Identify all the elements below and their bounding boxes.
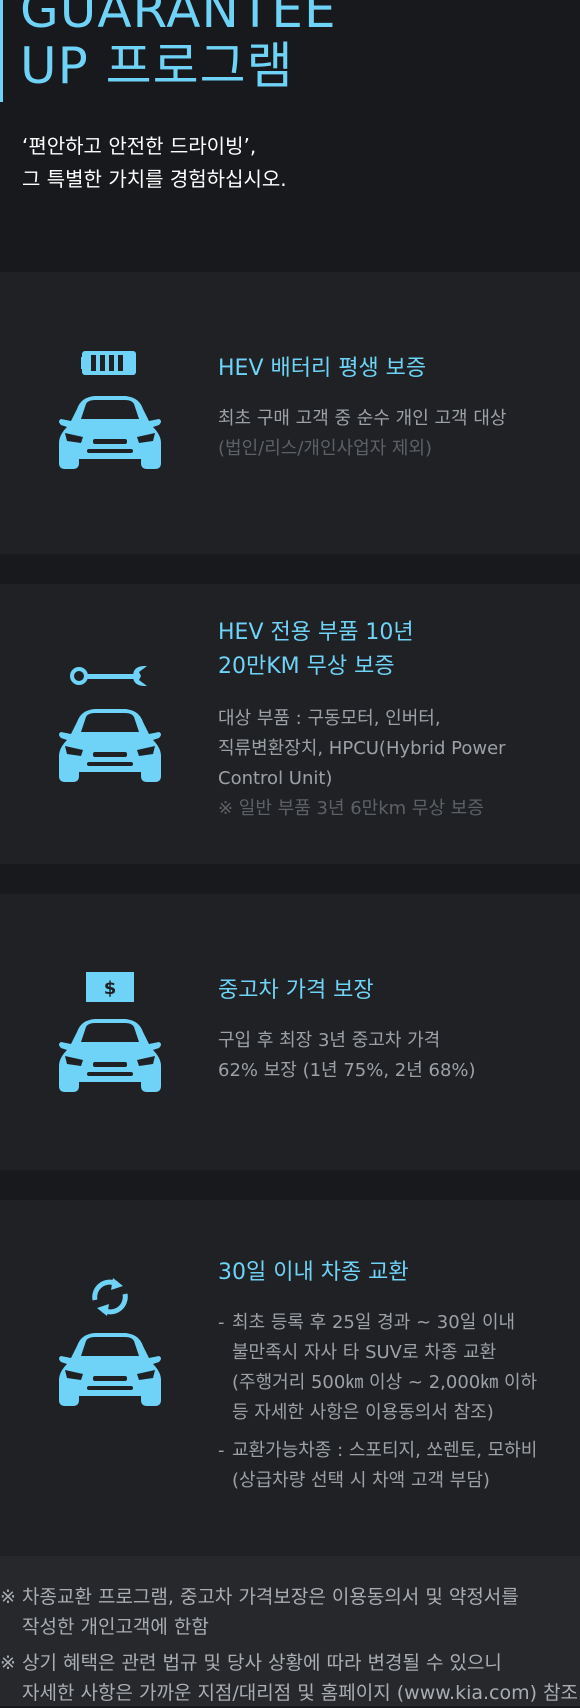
section-2-title-line: HEV 전용 부품 10년 [218,620,414,645]
wrench-icon [70,666,147,686]
section-4-title: 30일 이내 차종 교환 [218,1256,409,1290]
footer-notes: ※ 차종교환 프로그램, 중고차 가격보장은 이용동의서 및 약정서를 작성한 … [0,1556,580,1706]
list-item-line: 최초 등록 후 25일 경과 ~ 30일 이내 [232,1312,516,1333]
dollar-tag-icon: $ [86,972,134,1002]
hero-subtitle-line1: ‘편안하고 안전한 드라이빙’, [22,134,257,158]
car-icon [59,1019,161,1092]
hero-subtitle-line2: 그 특별한 가치를 경험하십시오. [22,167,287,191]
section-1-desc: 최초 구매 고객 중 순수 개인 고객 대상 (법인/리스/개인사업자 제외) [218,404,506,464]
divider [0,864,580,894]
hero-title-line2: UP 프로그램 [20,37,294,95]
divider [0,554,580,584]
section-2-note: ※ 일반 부품 3년 6만km 무상 보증 [218,798,484,819]
hero-section: GUARANTEE UP 프로그램 ‘편안하고 안전한 드라이빙’, 그 특별한… [0,0,580,272]
section-3-desc-line: 구입 후 최장 3년 중고차 가격 [218,1030,441,1051]
section-hev-parts-warranty: HEV 전용 부품 10년 20만KM 무상 보증 대상 부품 : 구동모터, … [0,584,580,864]
battery-icon [81,351,136,375]
footer-note-line: 상기 혜택은 관련 법규 및 당사 상황에 따라 변경될 수 있으니 [22,1652,502,1674]
car-icon [59,396,161,469]
footer-note-2: ※ 상기 혜택은 관련 법규 및 당사 상황에 따라 변경될 수 있으니 자세한… [0,1648,578,1708]
section-1-desc-line: 최초 구매 고객 중 순수 개인 고객 대상 [218,408,507,429]
footer-note-line: 차종교환 프로그램, 중고차 가격보장은 이용동의서 및 약정서를 [22,1586,519,1608]
section-used-car-price: $ 중고차 가격 보장 구입 후 최장 3년 중고차 가격 62% 보장 (1년… [0,894,580,1170]
footer-note-line: 작성한 개인고객에 한함 [22,1616,209,1638]
section-2-title: HEV 전용 부품 10년 20만KM 무상 보증 [218,616,414,684]
section-2-title-line: 20만KM 무상 보증 [218,654,395,679]
section-3-title-line: 중고차 가격 보장 [218,978,374,1003]
section-battery-warranty: HEV 배터리 평생 보증 최초 구매 고객 중 순수 개인 고객 대상 (법인… [0,272,580,554]
divider [0,1170,580,1200]
section-3-desc-line: 62% 보장 (1년 75%, 2년 68%) [218,1060,476,1081]
list-item-line: 교환가능차종 : 스포티지, 쏘렌토, 모하비 [232,1440,538,1461]
section-2-desc-line: Control Unit) [218,768,333,789]
list-item: 최초 등록 후 25일 경과 ~ 30일 이내 불만족시 자사 타 SUV로 차… [218,1308,537,1428]
car-icon [59,709,161,782]
section-4-desc: 최초 등록 후 25일 경과 ~ 30일 이내 불만족시 자사 타 SUV로 차… [218,1308,537,1504]
section-1-title: HEV 배터리 평생 보증 [218,352,426,386]
section-3-title: 중고차 가격 보장 [218,974,374,1008]
section-2-desc-line: 직류변환장치, HPCU(Hybrid Power [218,738,506,759]
section-3-desc: 구입 후 최장 3년 중고차 가격 62% 보장 (1년 75%, 2년 68%… [218,1026,476,1086]
list-item-line: 불만족시 자사 타 SUV로 차종 교환 [232,1342,497,1363]
reference-mark: ※ [0,1586,16,1608]
list-item: 교환가능차종 : 스포티지, 쏘렌토, 모하비 (상급차량 선택 시 차액 고객… [218,1436,537,1496]
footer-note-1: ※ 차종교환 프로그램, 중고차 가격보장은 이용동의서 및 약정서를 작성한 … [0,1582,519,1642]
reference-mark: ※ [0,1652,16,1674]
hero-title: GUARANTEE UP 프로그램 [20,0,337,94]
list-item-line: 등 자세한 사항은 이용동의서 참조) [232,1402,494,1423]
section-2-desc-line: 대상 부품 : 구동모터, 인버터, [218,708,441,729]
exchange-arrows-icon [92,1278,128,1316]
section-2-desc: 대상 부품 : 구동모터, 인버터, 직류변환장치, HPCU(Hybrid P… [218,704,506,824]
list-item-line: (상급차량 선택 시 차액 고객 부담) [232,1470,490,1491]
hero-subtitle: ‘편안하고 안전한 드라이빙’, 그 특별한 가치를 경험하십시오. [22,130,287,196]
hero-accent-bar [0,0,3,102]
hero-title-line1: GUARANTEE [20,0,337,39]
section-1-title-line: HEV 배터리 평생 보증 [218,356,427,381]
footer-note-line: 자세한 사항은 가까운 지점/대리점 및 홈페이지 (www.kia.com) … [22,1682,579,1704]
section-4-title-line: 30일 이내 차종 교환 [218,1260,409,1285]
section-1-note: (법인/리스/개인사업자 제외) [218,438,433,459]
list-item-line: (주행거리 500㎞ 이상 ~ 2,000㎞ 이하 [232,1372,538,1393]
car-icon [59,1333,161,1406]
section-model-exchange: 30일 이내 차종 교환 최초 등록 후 25일 경과 ~ 30일 이내 불만족… [0,1200,580,1556]
svg-text:$: $ [104,978,117,999]
